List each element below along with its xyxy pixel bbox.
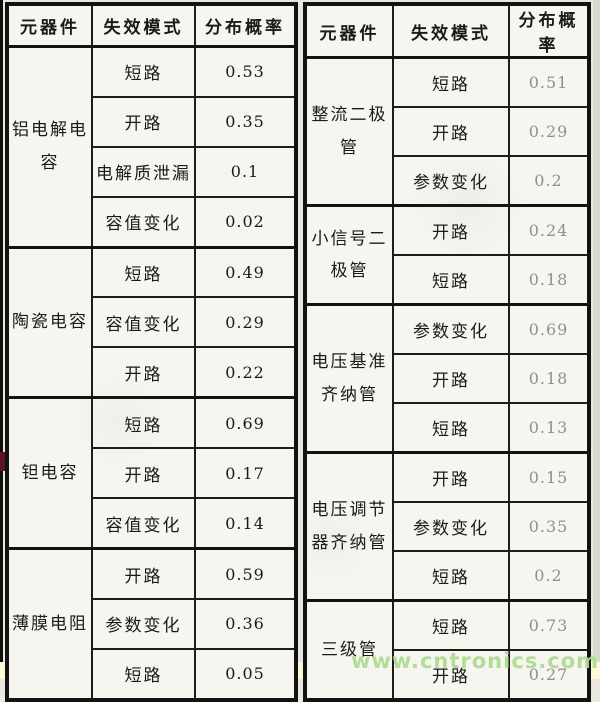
failure-mode-tables: 元器件 失效模式 分布概率 铝电解电容 短路 0.53 开路 0.35 电解质泄… xyxy=(5,2,591,702)
table-row: 钽电容 短路 0.69 xyxy=(6,396,297,550)
header-probability: 分布概率 xyxy=(508,3,590,59)
mode-cell: 短路 xyxy=(392,56,510,108)
table-row: 整流二极管 短路 0.51 xyxy=(304,56,590,207)
table-row: 电解质泄漏 0.1 xyxy=(7,145,297,198)
prob-cell: 0.02 xyxy=(194,195,297,249)
component-cell: 整流二极管 xyxy=(304,56,394,207)
component-cell: 小信号二极管 xyxy=(304,204,394,306)
mode-cell: 容值变化 xyxy=(91,296,196,349)
mode-cell: 短路 xyxy=(91,396,196,450)
table-row: 开路 0.17 xyxy=(7,447,297,500)
table-row: 陶瓷电容 短路 0.49 xyxy=(6,245,297,399)
table-row: 参数变化 0.2 xyxy=(305,155,590,207)
table-row: 容值变化 0.29 xyxy=(7,296,297,349)
table-row: 开路 0.35 xyxy=(7,95,297,148)
component-cell: 铝电解电容 xyxy=(6,44,93,248)
prob-cell: 0.14 xyxy=(194,497,297,550)
prob-cell: 0.29 xyxy=(508,106,590,157)
component-cell: 薄膜电阻 xyxy=(6,547,93,702)
prob-cell: 0.17 xyxy=(194,447,297,500)
table-row: 薄膜电阻 开路 0.59 xyxy=(6,547,297,702)
mode-cell: 开路 xyxy=(392,451,510,503)
prob-cell: 0.15 xyxy=(508,451,590,503)
prob-cell: 0.35 xyxy=(194,95,297,148)
mode-cell: 开路 xyxy=(91,547,196,601)
prob-cell: 0.13 xyxy=(508,402,590,454)
prob-cell: 0.2 xyxy=(508,155,590,207)
table-row: 电压基准 齐纳管 参数变化 0.69 xyxy=(304,303,590,454)
failure-mode-table-left: 元器件 失效模式 分布概率 铝电解电容 短路 0.53 开路 0.35 电解质泄… xyxy=(5,2,298,702)
prob-cell: 0.18 xyxy=(508,353,590,404)
prob-cell: 0.73 xyxy=(508,599,590,651)
table-row: 三级管 短路 0.73 xyxy=(304,599,590,701)
prob-cell: 0.59 xyxy=(194,547,297,601)
failure-mode-table-right: 元器件 失效模式 分布概率 整流二极管 短路 0.51 开路 0.29 参数变化… xyxy=(303,2,591,702)
mode-cell: 短路 xyxy=(392,402,510,454)
prob-cell: 0.29 xyxy=(194,296,297,349)
scan-edge-right xyxy=(593,0,600,663)
mode-cell: 短路 xyxy=(392,550,510,602)
table-row: 短路 0.13 xyxy=(305,402,590,454)
prob-cell: 0.24 xyxy=(508,204,590,256)
mode-cell: 短路 xyxy=(91,647,196,702)
table-row: 电压调节 器齐纳管 开路 0.15 xyxy=(304,451,590,602)
mode-cell: 短路 xyxy=(91,44,196,98)
prob-cell: 0.1 xyxy=(194,145,297,198)
scan-artifact xyxy=(0,452,9,471)
table-row: 开路 0.29 xyxy=(305,106,590,157)
table-row: 容值变化 0.14 xyxy=(7,497,297,550)
header-component: 元器件 xyxy=(304,3,394,59)
header-probability: 分布概率 xyxy=(194,2,297,48)
mode-cell: 开路 xyxy=(392,204,510,256)
table-row: 开路 0.22 xyxy=(7,346,297,399)
header-component: 元器件 xyxy=(6,2,93,48)
prob-cell: 0.18 xyxy=(508,254,590,306)
header-row: 元器件 失效模式 分布概率 xyxy=(6,2,297,48)
prob-cell: 0.53 xyxy=(194,44,297,98)
table-row: 短路 0.18 xyxy=(305,254,590,306)
mode-cell: 开路 xyxy=(392,353,510,404)
mode-cell: 开路 xyxy=(91,346,196,399)
mode-cell: 参数变化 xyxy=(392,155,510,207)
mode-cell: 参数变化 xyxy=(392,501,510,552)
mode-cell: 短路 xyxy=(91,245,196,299)
scan-edge-left xyxy=(0,0,3,663)
mode-cell: 电解质泄漏 xyxy=(91,145,196,198)
mode-cell: 开路 xyxy=(392,106,510,157)
table-row: 参数变化 0.35 xyxy=(305,501,590,552)
component-cell: 陶瓷电容 xyxy=(6,245,93,399)
prob-cell: 0.05 xyxy=(194,647,297,702)
mode-cell: 短路 xyxy=(392,599,510,651)
mode-cell: 参数变化 xyxy=(91,598,196,650)
table-row: 容值变化 0.02 xyxy=(7,195,297,249)
table-row: 开路 0.18 xyxy=(305,353,590,404)
mode-cell: 参数变化 xyxy=(392,303,510,355)
table-row: 短路 0.2 xyxy=(305,550,590,602)
table-row: 参数变化 0.36 xyxy=(7,598,297,650)
header-failure-mode: 失效模式 xyxy=(392,3,510,59)
prob-cell: 0.2 xyxy=(508,550,590,602)
mode-cell: 开路 xyxy=(91,95,196,148)
prob-cell: 0.36 xyxy=(194,598,297,650)
component-cell: 电压调节 器齐纳管 xyxy=(304,451,394,602)
header-failure-mode: 失效模式 xyxy=(91,2,196,48)
table-row: 小信号二极管 开路 0.24 xyxy=(304,204,590,306)
mode-cell: 开路 xyxy=(91,447,196,500)
component-cell: 钽电容 xyxy=(6,396,93,550)
prob-cell: 0.69 xyxy=(194,396,297,450)
prob-cell: 0.49 xyxy=(194,245,297,299)
header-row: 元器件 失效模式 分布概率 xyxy=(304,3,590,59)
prob-cell: 0.35 xyxy=(508,501,590,552)
watermark: www.cntronics.com xyxy=(351,649,599,673)
mode-cell: 容值变化 xyxy=(91,195,196,249)
table-row: 铝电解电容 短路 0.53 xyxy=(6,44,297,248)
mode-cell: 容值变化 xyxy=(91,497,196,550)
component-cell: 电压基准 齐纳管 xyxy=(304,303,394,454)
prob-cell: 0.69 xyxy=(508,303,590,355)
prob-cell: 0.22 xyxy=(194,346,297,399)
mode-cell: 短路 xyxy=(392,254,510,306)
prob-cell: 0.51 xyxy=(508,56,590,108)
